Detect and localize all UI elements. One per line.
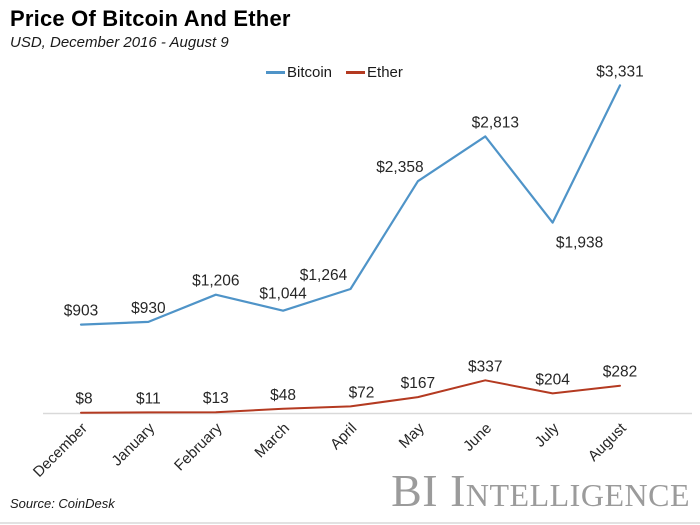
data-label-ether-july: $204 xyxy=(535,371,570,388)
chart-subtitle: USD, December 2016 - August 9 xyxy=(10,34,229,51)
data-label-bitcoin-july: $1,938 xyxy=(556,235,603,252)
chart-title: Price Of Bitcoin And Ether xyxy=(10,6,291,31)
data-label-ether-march: $48 xyxy=(270,387,296,404)
data-label-ether-december: $8 xyxy=(75,391,92,408)
data-label-bitcoin-march: $1,044 xyxy=(259,286,307,303)
data-label-ether-february: $13 xyxy=(203,390,229,407)
data-label-ether-may: $167 xyxy=(401,375,435,392)
ether-line-swatch-icon xyxy=(346,71,366,74)
x-axis-label-august: August xyxy=(585,419,631,465)
x-axis-label-march: March xyxy=(251,420,292,461)
bitcoin-line-swatch-icon xyxy=(266,71,285,74)
x-axis-label-april: April xyxy=(327,420,360,453)
data-label-ether-april: $72 xyxy=(349,384,375,401)
bottom-divider xyxy=(0,522,700,524)
data-label-bitcoin-february: $1,206 xyxy=(192,273,239,290)
x-axis-label-february: February xyxy=(171,419,226,474)
x-axis-label-july: July xyxy=(532,419,563,450)
data-label-bitcoin-december: $903 xyxy=(64,303,98,320)
data-label-bitcoin-june: $2,813 xyxy=(472,114,519,131)
source-credit: Source: CoinDesk xyxy=(10,496,115,511)
data-label-ether-august: $282 xyxy=(603,364,637,381)
data-label-ether-january: $11 xyxy=(136,390,161,407)
x-axis-label-december: December xyxy=(30,420,91,481)
legend-item-bitcoin: Bitcoin xyxy=(266,64,332,81)
legend-item-ether: Ether xyxy=(346,64,403,81)
legend-label-ether: Ether xyxy=(367,64,403,81)
bitcoin-line xyxy=(79,84,622,326)
data-label-ether-june: $337 xyxy=(468,358,502,375)
x-axis-label-june: June xyxy=(460,420,495,455)
x-axis-label-may: May xyxy=(396,419,428,451)
data-label-bitcoin-april: $1,264 xyxy=(300,267,348,284)
bi-intelligence-logo: BI Intelligence xyxy=(391,465,690,516)
data-label-bitcoin-january: $930 xyxy=(131,300,166,317)
legend-label-bitcoin: Bitcoin xyxy=(287,64,333,81)
data-label-bitcoin-may: $2,358 xyxy=(376,159,423,176)
ether-line xyxy=(80,379,621,414)
data-label-bitcoin-august: $3,331 xyxy=(596,63,643,80)
x-axis-label-january: January xyxy=(108,419,158,469)
chart-legend: Bitcoin Ether xyxy=(266,64,403,81)
